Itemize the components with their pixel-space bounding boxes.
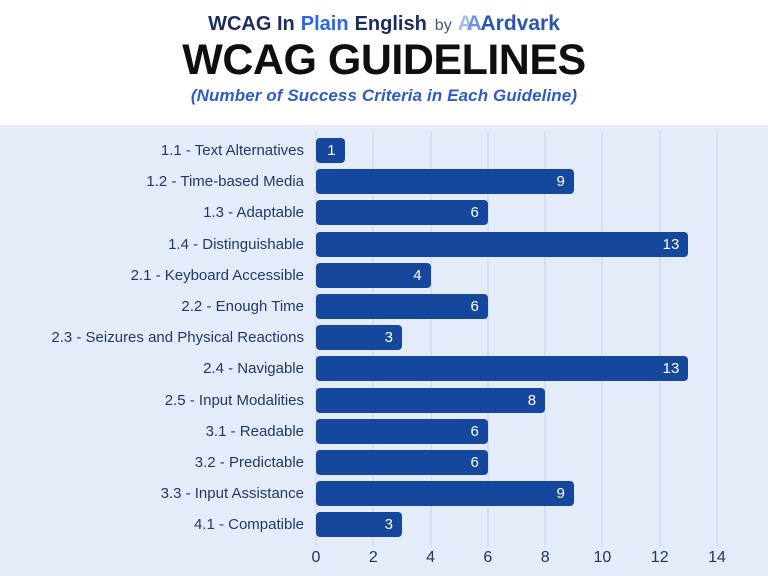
gridline <box>544 131 546 547</box>
x-axis: 0 2 4 6 8 10 12 14 <box>312 549 726 573</box>
bar-rows: 1.1 - Text Alternatives 1 1.2 - Time-based… <box>0 125 768 540</box>
logo-a-icon: A <box>457 12 473 35</box>
logo-a-icon: A <box>466 12 482 35</box>
chart-row: 2.3 - Seizures and Physical Reactions 3 <box>0 322 768 353</box>
bar: 4 <box>316 262 431 288</box>
bar: 6 <box>316 200 488 226</box>
bar-track: 13 <box>316 356 717 382</box>
bar-track: 13 <box>316 231 717 257</box>
bar-track: 6 <box>316 200 717 226</box>
gridline <box>659 131 661 547</box>
category-label: 4.1 - Compatible <box>193 516 304 534</box>
chart-row: 1.4 - Distinguishable 13 <box>0 229 768 260</box>
bar-track: 3 <box>316 325 717 351</box>
x-tick-label: 14 <box>708 549 726 566</box>
brand-by: by <box>434 17 452 34</box>
bar-value-label: 6 <box>470 422 479 440</box>
chart-row: 1.1 - Text Alternatives 1 <box>0 135 768 166</box>
category-label: 1.1 - Text Alternatives <box>160 142 304 160</box>
category-label: 2.4 - Navigable <box>203 360 304 378</box>
bar-track: 6 <box>316 418 717 444</box>
bar-value-label: 6 <box>470 204 479 222</box>
bar-value-label: 13 <box>662 235 680 253</box>
category-label: 3.1 - Readable <box>205 422 304 440</box>
brand-line: WCAG In Plain English by A A Ardvark <box>0 12 768 35</box>
bar: 8 <box>316 387 546 413</box>
bar-track: 8 <box>316 387 717 413</box>
bar-track: 4 <box>316 262 717 288</box>
chart-row: 3.1 - Readable 6 <box>0 416 768 447</box>
logo-wordmark: Ardvark <box>480 12 560 35</box>
category-label: 1.2 - Time-based Media <box>146 173 304 191</box>
category-label: 2.1 - Keyboard Accessible <box>130 266 304 284</box>
bar-value-label: 3 <box>384 329 393 347</box>
bar-value-label: 9 <box>556 173 565 191</box>
chart-row: 2.2 - Enough Time 6 <box>0 291 768 322</box>
bar-value-label: 3 <box>384 516 393 534</box>
category-label: 2.3 - Seizures and Physical Reactions <box>51 329 304 347</box>
bar: 13 <box>316 356 689 382</box>
bar: 3 <box>316 512 402 538</box>
bar: 9 <box>316 169 574 195</box>
bar-value-label: 1 <box>327 142 336 160</box>
bar-value-label: 13 <box>662 360 680 378</box>
category-label: 3.2 - Predictable <box>194 453 304 471</box>
bar: 9 <box>316 481 574 507</box>
page-subtitle: (Number of Success Criteria in Each Guid… <box>190 86 578 106</box>
x-tick-label: 12 <box>650 549 669 566</box>
x-tick-label: 2 <box>368 549 378 566</box>
bar-track: 1 <box>316 138 717 164</box>
gridline <box>487 131 489 547</box>
gridline <box>430 131 432 547</box>
x-tick-label: 8 <box>540 549 550 566</box>
category-label: 1.4 - Distinguishable <box>168 235 304 253</box>
bar: 1 <box>316 138 345 164</box>
x-tick-label: 6 <box>483 549 493 566</box>
bar-value-label: 8 <box>527 391 537 409</box>
chart-row: 3.3 - Input Assistance 9 <box>0 478 768 509</box>
gridline <box>716 131 718 547</box>
brand-prefix: WCAG In <box>208 13 295 35</box>
bar: 3 <box>316 325 402 351</box>
category-label: 2.5 - Input Modalities <box>164 391 304 409</box>
x-tick-label: 10 <box>593 549 612 566</box>
chart-row: 2.4 - Navigable 13 <box>0 353 768 384</box>
chart-row: 4.1 - Compatible 3 <box>0 509 768 540</box>
bar-value-label: 6 <box>470 298 479 316</box>
chart-row: 3.2 - Predictable 6 <box>0 447 768 478</box>
bar-track: 9 <box>316 481 717 507</box>
chart-row: 2.1 - Keyboard Accessible 4 <box>0 260 768 291</box>
bar: 13 <box>316 231 689 257</box>
bar-track: 3 <box>316 512 717 538</box>
gridline <box>601 131 603 547</box>
header: WCAG In Plain English by A A Ardvark WCA… <box>0 0 768 125</box>
bar-track: 6 <box>316 294 717 320</box>
chart-row: 1.2 - Time-based Media 9 <box>0 166 768 197</box>
bar-track: 6 <box>316 449 717 475</box>
brand-highlight: Plain <box>300 13 349 35</box>
x-tick-label: 4 <box>426 549 436 566</box>
chart-row: 1.3 - Adaptable 6 <box>0 197 768 228</box>
page-title: WCAG GUIDELINES <box>182 36 586 85</box>
aaardvark-logo: A A Ardvark <box>458 12 560 35</box>
bar-value-label: 4 <box>413 266 422 284</box>
bar-value-label: 6 <box>470 453 479 471</box>
category-label: 3.3 - Input Assistance <box>160 485 304 503</box>
category-label: 1.3 - Adaptable <box>203 204 304 222</box>
category-label: 2.2 - Enough Time <box>181 298 304 316</box>
chart-row: 2.5 - Input Modalities 8 <box>0 385 768 416</box>
bar: 6 <box>316 418 488 444</box>
bar-chart: 1.1 - Text Alternatives 1 1.2 - Time-based… <box>0 125 768 576</box>
bar-track: 9 <box>316 169 717 195</box>
brand-suffix: English <box>354 13 427 35</box>
bar: 6 <box>316 294 488 320</box>
bar: 6 <box>316 449 488 475</box>
bar-value-label: 9 <box>556 485 565 503</box>
x-tick-label: 0 <box>311 549 321 566</box>
